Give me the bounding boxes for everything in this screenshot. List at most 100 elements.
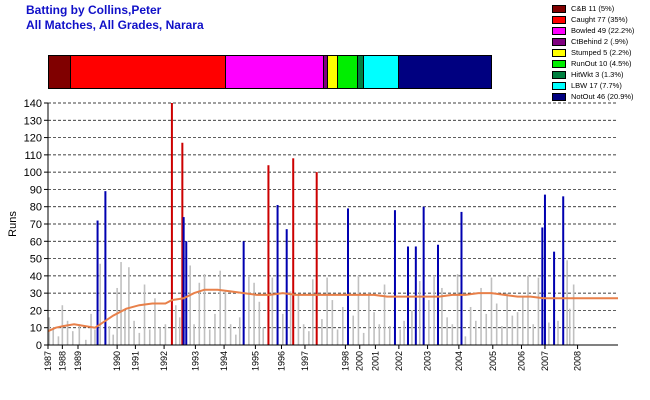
- innings-bar: [224, 291, 227, 345]
- innings-bar: [527, 275, 529, 345]
- innings-bar: [336, 329, 339, 345]
- dismissal-segment: [358, 56, 365, 88]
- innings-bar: [148, 329, 151, 345]
- innings-bar: [418, 281, 421, 345]
- innings-bar: [229, 324, 232, 345]
- innings-bar: [185, 241, 188, 345]
- innings-bar: [411, 310, 413, 345]
- legend-label: C&B 11 (5%): [571, 4, 615, 13]
- dismissal-stacked-bar: [48, 55, 492, 89]
- innings-bar: [572, 284, 575, 345]
- innings-bar: [516, 312, 519, 345]
- x-tick-label: 2005: [488, 351, 498, 371]
- innings-bar: [437, 244, 439, 345]
- legend-item: Stumped 5 (2.2%): [552, 48, 646, 59]
- legend-label: Stumped 5 (2.2%): [571, 48, 632, 57]
- legend-label: RunOut 10 (4.5%): [571, 59, 632, 68]
- innings-bars: [48, 103, 575, 345]
- innings-bar: [352, 315, 355, 345]
- innings-bar: [52, 327, 55, 345]
- y-tick-label: 120: [24, 133, 42, 145]
- innings-bar: [464, 336, 467, 345]
- innings-bar: [154, 298, 156, 345]
- x-tick-label: 2003: [423, 351, 433, 371]
- innings-bar: [143, 284, 146, 345]
- dismissal-segment: [71, 56, 226, 88]
- innings-bar: [164, 324, 167, 345]
- legend-swatch: [552, 5, 566, 13]
- legend-swatch: [552, 71, 566, 79]
- legend-item: CtBehind 2 (.9%): [552, 37, 646, 48]
- innings-bar: [501, 325, 503, 345]
- innings-bar: [383, 284, 386, 345]
- y-tick-label: 50: [30, 254, 42, 266]
- dismissal-segment: [398, 56, 491, 88]
- x-tick-label: 1987: [43, 351, 53, 371]
- dismissal-segment: [328, 56, 339, 88]
- innings-bar: [511, 315, 514, 345]
- innings-bar: [203, 274, 206, 345]
- innings-bar: [302, 324, 305, 345]
- innings-bar: [428, 300, 430, 345]
- x-tick-label: 1995: [250, 351, 260, 371]
- innings-bar: [378, 324, 381, 345]
- innings-bar: [281, 313, 284, 345]
- innings-bar: [537, 277, 540, 345]
- innings-bar: [433, 275, 435, 345]
- x-tick-label: 1993: [190, 351, 200, 371]
- legend-label: Bowled 49 (22.2%): [571, 26, 635, 35]
- x-tick-label: 2006: [516, 351, 526, 371]
- chart-title: Batting by Collins,Peter All Matches, Al…: [26, 3, 204, 33]
- innings-bar: [532, 324, 535, 345]
- innings-bar: [541, 227, 544, 345]
- x-tick-labels: 1987 1988 1989 1990 1991 1992 1993 1994 1995 1996…: [43, 345, 583, 371]
- innings-bar: [189, 265, 191, 345]
- x-tick-label: 2007: [540, 351, 550, 371]
- y-tick-label: 100: [24, 167, 42, 179]
- x-tick-label: 1992: [159, 351, 169, 371]
- dismissal-legend: C&B 11 (5%) Caught 77 (35%) Bowled 49 (22.…: [552, 4, 646, 103]
- innings-bar: [422, 206, 425, 345]
- innings-bar: [403, 320, 405, 345]
- innings-bar: [138, 332, 141, 345]
- running-average-line: [47, 288, 618, 333]
- innings-bar: [341, 306, 344, 345]
- legend-label: HitWkt 3 (1.3%): [571, 70, 624, 79]
- innings-bar: [61, 305, 64, 345]
- innings-bar: [506, 293, 508, 345]
- innings-bar: [78, 324, 81, 345]
- innings-bar: [368, 293, 370, 345]
- y-tick-label: 110: [24, 150, 42, 162]
- innings-bar: [289, 291, 292, 345]
- legend-item: Caught 77 (35%): [552, 15, 646, 26]
- legend-item: Bowled 49 (22.2%): [552, 26, 646, 37]
- innings-bar: [267, 165, 270, 345]
- x-tick-label: 2002: [394, 351, 404, 371]
- innings-bar: [120, 262, 122, 345]
- innings-bar: [262, 327, 265, 345]
- innings-bar: [198, 282, 201, 345]
- innings-bar: [311, 279, 314, 345]
- innings-bar: [566, 260, 568, 345]
- dismissal-segment: [324, 56, 329, 88]
- legend-item: HitWkt 3 (1.3%): [552, 70, 646, 81]
- innings-bar: [475, 320, 477, 345]
- legend-swatch: [552, 60, 566, 68]
- innings-bar: [175, 305, 177, 345]
- x-tick-label: 2001: [370, 351, 380, 371]
- innings-bar: [456, 274, 459, 345]
- legend-swatch: [552, 82, 566, 90]
- innings-bar: [182, 217, 185, 345]
- dismissal-segment: [338, 56, 359, 88]
- legend-swatch: [552, 93, 566, 101]
- y-tick-label: 60: [30, 236, 42, 248]
- y-tick-label: 30: [30, 288, 42, 300]
- y-tick-label: 20: [30, 305, 42, 317]
- y-axis-label: Runs: [7, 211, 19, 237]
- y-tick-label: 0: [36, 340, 42, 352]
- innings-bar: [85, 339, 87, 345]
- dismissal-segment: [225, 56, 325, 88]
- innings-bar: [292, 158, 295, 345]
- legend-label: Caught 77 (35%): [571, 15, 628, 24]
